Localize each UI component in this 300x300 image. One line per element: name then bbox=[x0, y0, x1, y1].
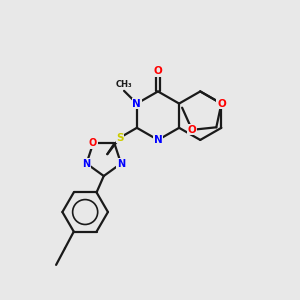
Text: O: O bbox=[188, 125, 197, 135]
Text: O: O bbox=[89, 138, 97, 148]
Text: O: O bbox=[154, 66, 162, 76]
Text: N: N bbox=[133, 99, 141, 109]
Text: N: N bbox=[117, 158, 125, 169]
Text: S: S bbox=[116, 133, 124, 142]
Text: N: N bbox=[82, 158, 91, 169]
Text: O: O bbox=[217, 99, 226, 109]
Text: N: N bbox=[154, 135, 162, 145]
Text: CH₃: CH₃ bbox=[116, 80, 132, 88]
